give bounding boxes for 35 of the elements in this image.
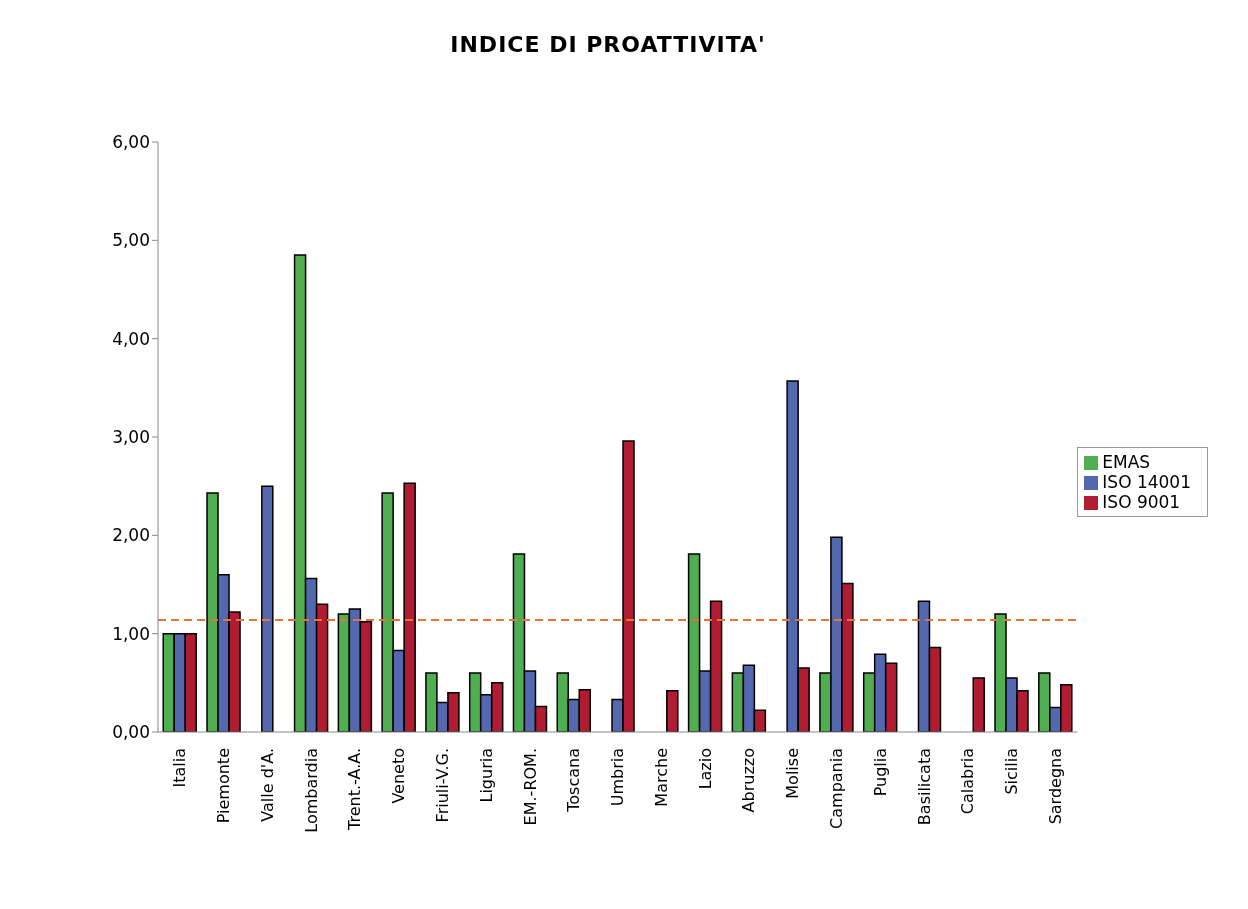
x-tick-label: Marche <box>651 748 671 807</box>
legend-label: ISO 14001 <box>1102 472 1191 492</box>
x-tick-label: Veneto <box>389 748 409 804</box>
x-tick-label: Valle d'A. <box>257 748 277 822</box>
x-tick-label: Italia <box>170 748 190 788</box>
x-tick-label: Molise <box>783 748 803 799</box>
y-tick-label: 1,00 <box>112 623 150 644</box>
bar <box>666 689 679 732</box>
x-tick-label: Liguria <box>476 748 496 803</box>
x-tick-label: Abruzzo <box>739 748 759 813</box>
y-tick-label: 5,00 <box>112 230 150 251</box>
x-tick-label: Sardegna <box>1045 748 1065 825</box>
x-tick-label: Lazio <box>695 748 715 790</box>
x-tick-label: Trent.-A.A. <box>345 748 365 831</box>
chart-title: INDICE DI PROATTIVITA' <box>449 31 767 59</box>
x-tick-label: Toscana <box>564 748 584 813</box>
x-tick-label: Piemonte <box>214 748 234 824</box>
x-tick-label: EM.-ROM. <box>520 748 540 826</box>
legend-label: ISO 9001 <box>1102 492 1181 512</box>
y-tick-label: 0,00 <box>112 722 150 743</box>
x-tick-label: Puglia <box>870 748 890 797</box>
y-tick-label: 4,00 <box>112 328 150 349</box>
bar <box>261 485 274 732</box>
x-tick-label: Umbria <box>608 748 628 807</box>
x-tick-label: Friuli-V.G. <box>433 748 453 823</box>
y-tick-label: 6,00 <box>112 132 150 153</box>
y-tick-label: 3,00 <box>112 427 150 448</box>
bar <box>972 677 985 732</box>
x-tick-label: Basilicata <box>914 748 934 826</box>
x-tick-label: Lombardia <box>301 748 321 833</box>
y-tick-label: 2,00 <box>112 525 150 546</box>
legend-label: EMAS <box>1102 452 1151 472</box>
x-tick-label: Sicilia <box>1002 748 1022 795</box>
x-tick-label: Calabria <box>958 748 978 815</box>
x-tick-label: Campania <box>827 748 847 829</box>
